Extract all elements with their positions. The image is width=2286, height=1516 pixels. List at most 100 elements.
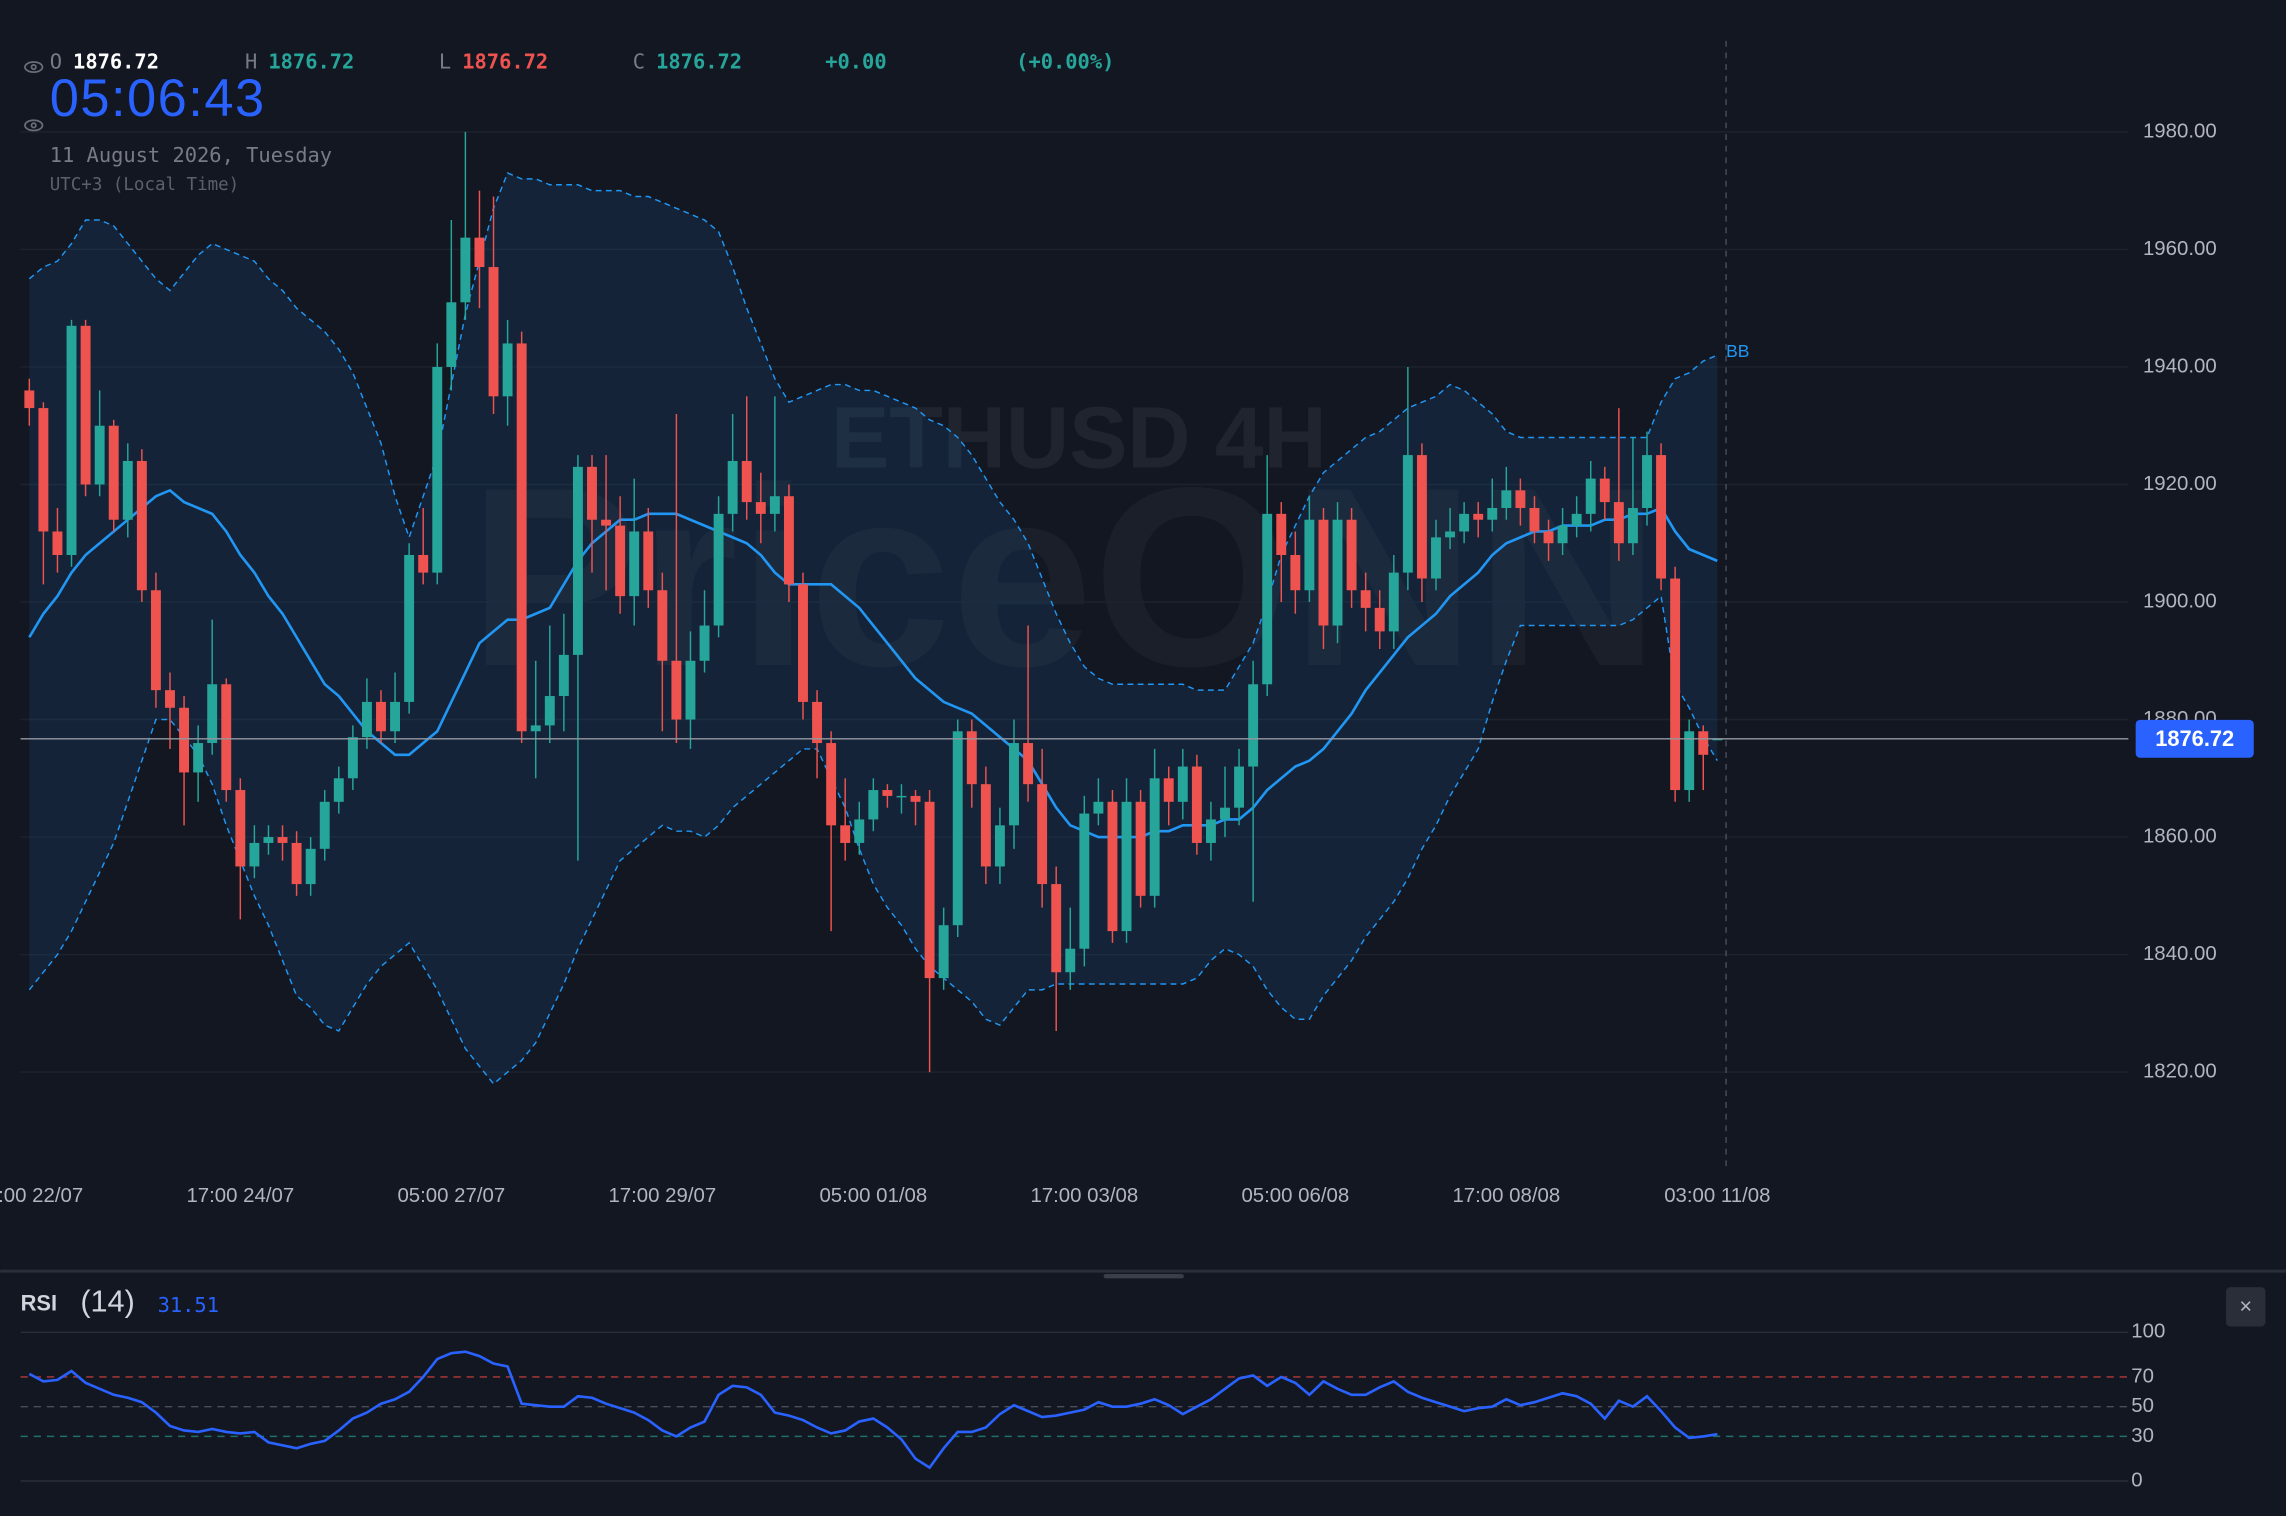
candle-body <box>1459 513 1470 532</box>
price-tag-label: 1876.72 <box>2155 726 2234 751</box>
candle-body <box>150 590 161 691</box>
candle-body <box>1163 778 1174 802</box>
candle-body <box>1642 455 1652 508</box>
candle-body <box>1585 478 1596 514</box>
candle-body <box>1037 784 1048 885</box>
candle-body <box>1234 766 1245 808</box>
rsi-label: RSI <box>21 1290 57 1315</box>
candle-body <box>615 525 626 597</box>
candle-body <box>1107 801 1118 932</box>
x-tick-label: 17:00 29/07 <box>608 1185 716 1207</box>
candle-body <box>783 496 794 585</box>
timezone: UTC+3 (Local Time) <box>50 175 239 195</box>
eye-icon[interactable] <box>24 61 44 74</box>
candle-body <box>418 554 429 573</box>
candle-body <box>1402 455 1413 573</box>
candle-body <box>643 531 654 591</box>
close-button-bg[interactable] <box>2226 1287 2266 1327</box>
candle-body <box>924 801 935 979</box>
candle-body <box>1571 513 1582 526</box>
candle-body <box>1613 502 1624 544</box>
candle-body <box>249 842 260 867</box>
candle-body <box>1515 490 1526 508</box>
change-percent: (+0.00%) <box>1016 50 1114 74</box>
readout-label: H <box>245 50 257 74</box>
readout-value: 1876.72 <box>268 50 354 74</box>
close-icon[interactable]: × <box>2239 1293 2252 1318</box>
x-tick-label: 17:00 08/08 <box>1452 1185 1560 1207</box>
candle-body <box>1023 743 1034 785</box>
candle-body <box>530 725 541 732</box>
close-button[interactable]: × <box>2226 1287 2266 1327</box>
candle-body <box>333 778 344 802</box>
candle-body <box>840 825 851 843</box>
candle-body <box>1276 513 1287 555</box>
bollinger-label: BB <box>1726 341 1749 361</box>
rsi-panel: RSI (14) 31.51 × 0 30 50 70 100 <box>20 1284 2266 1491</box>
candle-body <box>1304 519 1315 591</box>
candle-body <box>1177 766 1188 802</box>
y-tick-label: 1960.00 <box>2143 238 2217 260</box>
candle-body <box>1149 778 1160 896</box>
x-tick-label: 05:00 01/08 <box>819 1185 927 1207</box>
y-tick-label: 1940.00 <box>2143 355 2217 377</box>
candle-body <box>558 654 569 697</box>
candle-body <box>938 925 949 979</box>
candle-body <box>446 302 457 367</box>
candle-body <box>1009 743 1019 826</box>
candle-body <box>1248 684 1259 767</box>
candle-body <box>1191 766 1202 843</box>
candle-body <box>1093 801 1104 814</box>
price-tag <box>2135 719 2254 758</box>
readout-label: O <box>50 50 62 74</box>
candle-body <box>868 790 879 820</box>
resize-handle[interactable] <box>1103 1274 1184 1279</box>
candle-body <box>1627 507 1638 544</box>
candle-body <box>1374 607 1385 632</box>
candle-body <box>502 343 513 397</box>
y-tick-label: 1920.00 <box>2143 473 2217 495</box>
candle-body <box>193 743 204 773</box>
candle-body <box>1599 478 1610 503</box>
rsi-tick-label: 50 <box>2131 1395 2154 1417</box>
candle-body <box>741 460 752 503</box>
rsi-tick-label: 70 <box>2131 1365 2154 1387</box>
rsi-value: 31.51 <box>158 1293 219 1317</box>
candle-body <box>1431 537 1441 579</box>
candle-body <box>671 660 682 720</box>
header: O 1876.72 H 1876.72 L 1876.72 C 1876.72 +0.00 (… <box>24 50 1114 195</box>
rsi-params: (14) <box>80 1284 134 1318</box>
candle-body <box>319 801 330 849</box>
readout-value: 1876.72 <box>73 50 159 74</box>
candle-body <box>80 325 91 485</box>
candle-body <box>966 731 977 785</box>
candle-body <box>1670 578 1681 791</box>
candle-body <box>1473 513 1484 520</box>
price-plot: 1820.001840.001860.001880.001900.001920.… <box>0 120 2254 1207</box>
candle-body <box>1557 525 1568 544</box>
eye-icon[interactable] <box>24 119 44 132</box>
candle-body <box>1388 572 1399 632</box>
readout-label: C <box>633 50 645 74</box>
candle-body <box>544 696 555 726</box>
candle-body <box>812 701 823 744</box>
readout-value: 1876.72 <box>462 50 548 74</box>
candle-body <box>1543 531 1554 544</box>
candle-body <box>1220 807 1230 820</box>
candle-body <box>587 466 597 520</box>
ohlc-readout: O 1876.72 H 1876.72 L 1876.72 C 1876.72 <box>50 50 742 74</box>
candle-body <box>685 660 696 720</box>
candle-body <box>798 584 808 702</box>
candle-body <box>24 390 35 409</box>
candle-body <box>1416 455 1427 579</box>
candle-body <box>179 707 190 773</box>
clock: 05:06:43 <box>50 70 266 128</box>
candle-body <box>699 625 710 661</box>
candle-body <box>1065 948 1076 973</box>
candle-body <box>235 790 246 867</box>
candle-body <box>1135 801 1146 896</box>
x-tick-label: 17:00 24/07 <box>186 1185 294 1207</box>
candle-body <box>1262 513 1273 685</box>
